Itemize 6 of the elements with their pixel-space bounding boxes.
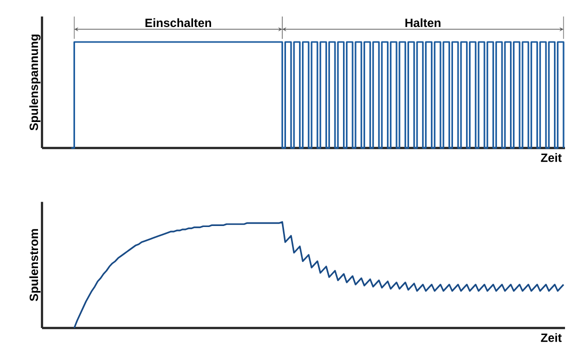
text: Halten: [405, 18, 440, 28]
y-axis-title: Spulenspannung: [29, 34, 40, 130]
x-axis-title: Zeit: [540, 153, 562, 162]
text: Einschalten: [145, 18, 212, 28]
x-axis-title: Zeit: [540, 333, 562, 342]
y-axis-title: Spulenstrom: [29, 229, 40, 302]
